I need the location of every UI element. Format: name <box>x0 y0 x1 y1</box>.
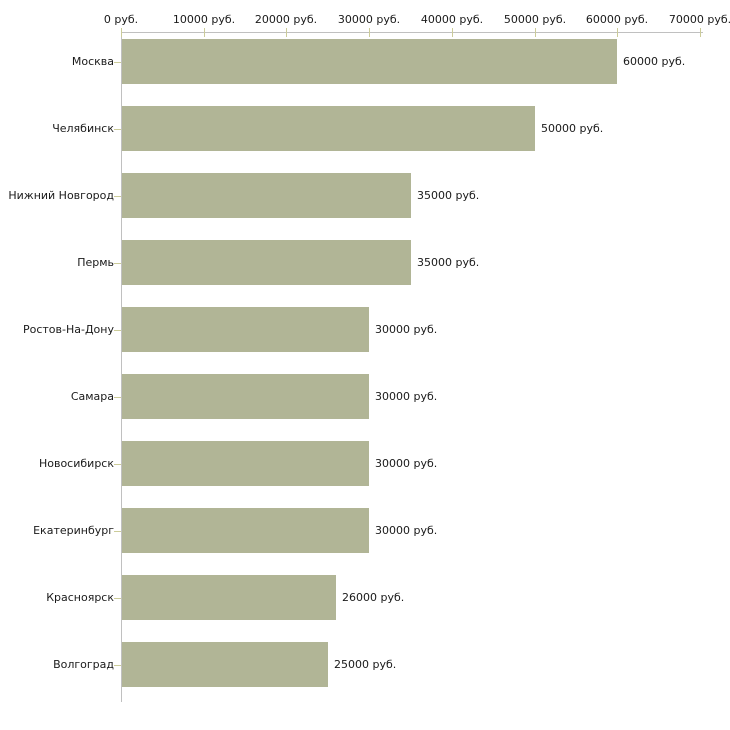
category-label: Волгоград <box>53 658 114 671</box>
bar <box>122 106 535 151</box>
bar-value-label: 26000 руб. <box>342 591 405 604</box>
x-tick-label: 60000 руб. <box>585 13 649 26</box>
category-label: Новосибирск <box>38 457 114 470</box>
bar-value-label: 25000 руб. <box>334 658 397 671</box>
y-tick-mark <box>114 263 121 264</box>
category-label: Челябинск <box>52 122 114 135</box>
y-tick-mark <box>114 330 121 331</box>
y-tick-mark <box>114 665 121 666</box>
y-tick-mark <box>114 464 121 465</box>
x-tick-mark <box>121 28 122 37</box>
y-tick-mark <box>114 397 121 398</box>
bar <box>122 441 369 486</box>
category-label: Самара <box>70 390 114 403</box>
bar <box>122 307 369 352</box>
bar-value-label: 60000 руб. <box>623 55 686 68</box>
x-tick-label: 0 руб. <box>103 13 139 26</box>
category-label: Екатеринбург <box>33 524 114 537</box>
x-tick-mark <box>452 28 453 37</box>
bar <box>122 508 369 553</box>
bar <box>122 374 369 419</box>
x-tick-label: 10000 руб. <box>172 13 236 26</box>
bar-value-label: 30000 руб. <box>375 524 438 537</box>
x-tick-mark <box>369 28 370 37</box>
bar-value-label: 35000 руб. <box>417 189 480 202</box>
x-axis-line <box>121 32 703 33</box>
x-tick-mark <box>700 28 701 37</box>
bar <box>122 240 411 285</box>
bar <box>122 642 328 687</box>
category-label: Красноярск <box>46 591 114 604</box>
category-label: Ростов-На-Дону <box>22 323 114 336</box>
y-tick-mark <box>114 196 121 197</box>
x-tick-label: 70000 руб. <box>668 13 730 26</box>
bar <box>122 173 411 218</box>
category-label: Москва <box>71 55 114 68</box>
bar <box>122 575 336 620</box>
x-tick-label: 30000 руб. <box>337 13 401 26</box>
bar-value-label: 50000 руб. <box>541 122 604 135</box>
x-tick-mark <box>204 28 205 37</box>
category-label: Нижний Новгород <box>8 189 114 202</box>
x-tick-label: 20000 руб. <box>254 13 318 26</box>
y-tick-mark <box>114 598 121 599</box>
bar-value-label: 30000 руб. <box>375 390 438 403</box>
x-tick-mark <box>617 28 618 37</box>
bar-value-label: 35000 руб. <box>417 256 480 269</box>
y-axis-line <box>121 32 122 702</box>
category-label: Пермь <box>77 256 114 269</box>
y-tick-mark <box>114 129 121 130</box>
y-tick-mark <box>114 531 121 532</box>
x-tick-label: 50000 руб. <box>503 13 567 26</box>
x-tick-mark <box>286 28 287 37</box>
x-tick-mark <box>535 28 536 37</box>
bar-value-label: 30000 руб. <box>375 457 438 470</box>
y-tick-mark <box>114 62 121 63</box>
x-tick-label: 40000 руб. <box>420 13 484 26</box>
bar <box>122 39 617 84</box>
bar-value-label: 30000 руб. <box>375 323 438 336</box>
